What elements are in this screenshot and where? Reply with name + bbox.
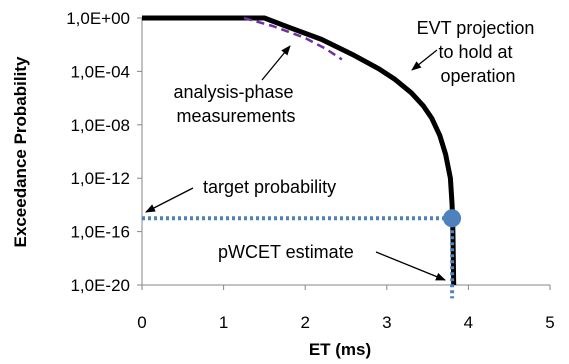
- x-tick-label: 5: [545, 313, 554, 332]
- y-axis-title: Exceedance Probability: [11, 56, 30, 247]
- x-tick-label: 2: [300, 313, 309, 332]
- y-tick-label: 1,0E-08: [70, 116, 130, 135]
- analysis-arrow: [261, 45, 291, 81]
- analysis-phase-annotation: analysis-phase measurements: [173, 82, 298, 126]
- target-intersection-point: [443, 209, 462, 228]
- y-tick-label: 1,0E-04: [70, 62, 130, 81]
- evt-arrow: [411, 49, 438, 71]
- target-arrow: [145, 187, 194, 213]
- evt-projection-annotation: EVT projection to hold at operation: [417, 18, 540, 86]
- y-tick-label: 1,0E-16: [70, 223, 130, 242]
- x-tick-label: 3: [382, 313, 391, 332]
- pwcet-arrow: [375, 251, 446, 281]
- x-tick-label: 1: [219, 313, 228, 332]
- target-probability-annotation: target probability: [203, 177, 336, 197]
- x-tick-label: 4: [464, 313, 473, 332]
- y-tick-label: 1,0E-20: [70, 276, 130, 295]
- analysis-phase-measurements-line: [243, 16, 343, 61]
- x-tick-label: 0: [137, 313, 146, 332]
- y-tick-label: 1,0E-12: [70, 169, 130, 188]
- pwcet-estimate-annotation: pWCET estimate: [218, 242, 354, 262]
- y-tick-label: 1,0E+00: [66, 9, 130, 28]
- x-axis-title: ET (ms): [309, 340, 371, 359]
- evt-projection-line: [142, 15, 457, 286]
